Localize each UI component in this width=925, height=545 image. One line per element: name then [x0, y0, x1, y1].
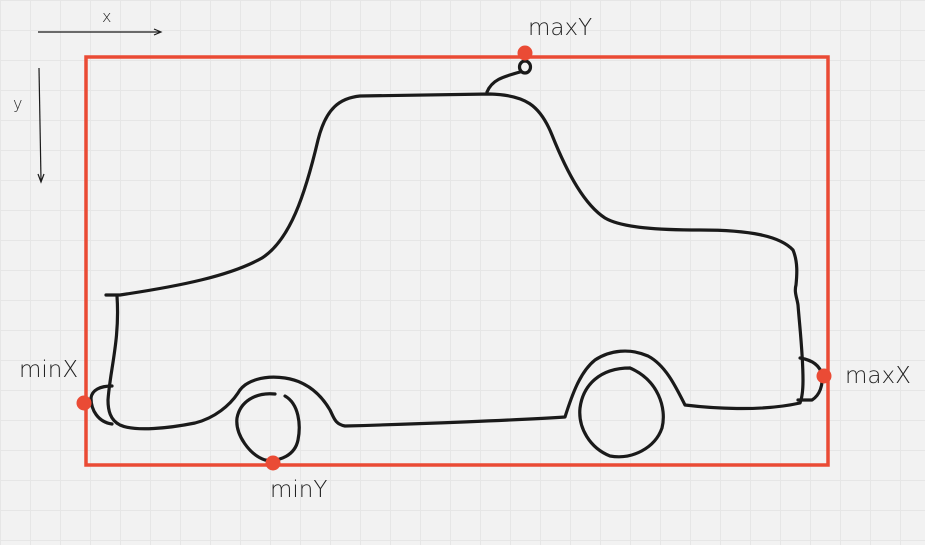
- extreme-point-markers: [76, 45, 832, 471]
- antenna-tip: [517, 59, 533, 75]
- max-x-label: maxX: [845, 363, 911, 389]
- front-wheel: [235, 392, 301, 462]
- min-y-marker: [265, 455, 281, 471]
- car-body-outline: [104, 92, 805, 431]
- car-sketch: [89, 59, 824, 462]
- antenna-stem: [485, 70, 522, 94]
- coordinate-axes: [37, 28, 163, 184]
- x-axis-label: x: [102, 7, 112, 26]
- x-axis-arrowhead: [153, 28, 163, 36]
- front-bumper: [89, 384, 114, 426]
- min-x-marker: [76, 395, 92, 411]
- max-y-label: maxY: [528, 15, 593, 41]
- y-axis-label: y: [13, 94, 23, 113]
- bounding-box: [84, 55, 830, 467]
- max-x-marker: [816, 368, 832, 384]
- y-axis-arrow: [38, 67, 42, 181]
- rear-wheel: [578, 366, 665, 459]
- y-axis-arrowhead: [37, 173, 45, 184]
- min-y-label: minY: [270, 477, 328, 503]
- min-x-label: minX: [19, 357, 79, 383]
- max-y-marker: [517, 45, 533, 61]
